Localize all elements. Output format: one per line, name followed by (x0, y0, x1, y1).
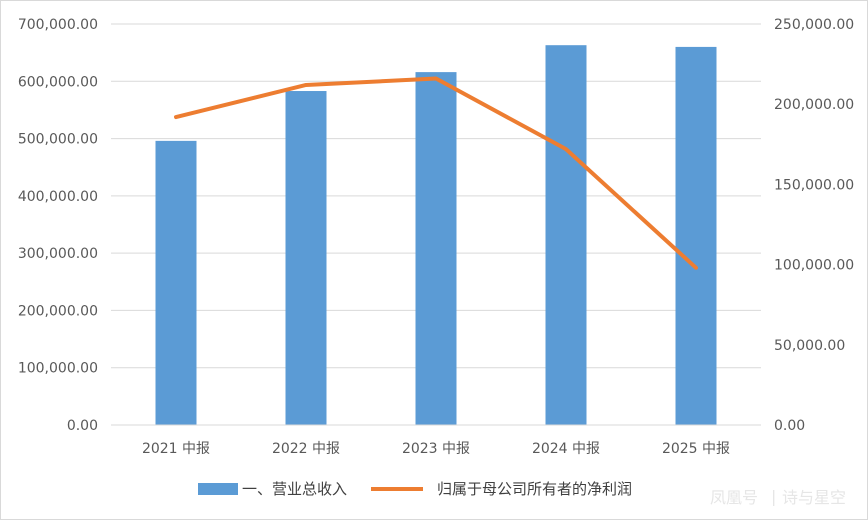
x-axis-tick-label: 2023 中报 (402, 441, 470, 457)
bar-revenue (676, 47, 717, 425)
right-axis-ticks: 0.00 50,000.00 100,000.00 150,000.00 200,000… (774, 17, 854, 434)
left-axis-ticks: 0.00 100,000.00 200,000.00 300,000.00 400,00… (18, 17, 98, 434)
watermark: 凤凰号 | 诗与星空 (710, 487, 846, 507)
left-axis-tick-label: 400,000.00 (18, 189, 98, 205)
x-axis-tick-label: 2021 中报 (142, 441, 210, 457)
left-axis-tick-label: 700,000.00 (18, 17, 98, 33)
x-axis-tick-label: 2025 中报 (662, 441, 730, 457)
x-axis-tick-label: 2022 中报 (272, 441, 340, 457)
watermark-author: 诗与星空 (782, 488, 846, 507)
right-axis-tick-label: 150,000.00 (774, 177, 854, 193)
legend: 一、营业总收入 归属于母公司所有者的净利润 (198, 480, 632, 498)
right-axis-tick-label: 250,000.00 (774, 17, 854, 33)
bar-revenue (546, 45, 587, 425)
legend-label-net-profit: 归属于母公司所有者的净利润 (437, 480, 632, 498)
left-axis-tick-label: 200,000.00 (18, 303, 98, 319)
left-axis-tick-label: 0.00 (67, 418, 98, 434)
bar-revenue (416, 72, 457, 425)
watermark-source: 凤凰号 (710, 488, 758, 507)
left-axis-tick-label: 500,000.00 (18, 132, 98, 148)
right-axis-tick-label: 100,000.00 (774, 258, 854, 274)
legend-swatch-revenue (198, 483, 238, 495)
bar-revenue (156, 141, 197, 425)
right-axis-tick-label: 50,000.00 (774, 338, 845, 354)
watermark-separator: | (771, 487, 776, 506)
legend-label-revenue: 一、营业总收入 (242, 480, 347, 498)
x-axis-tick-label: 2024 中报 (532, 441, 600, 457)
x-axis-labels: 2021 中报 2022 中报 2023 中报 2024 中报 2025 中报 (142, 441, 730, 457)
left-axis-tick-label: 300,000.00 (18, 246, 98, 262)
right-axis-tick-label: 200,000.00 (774, 97, 854, 113)
right-axis-tick-label: 0.00 (774, 418, 805, 434)
bar-revenue (286, 91, 327, 425)
left-axis-tick-label: 100,000.00 (18, 361, 98, 377)
left-axis-tick-label: 600,000.00 (18, 74, 98, 90)
